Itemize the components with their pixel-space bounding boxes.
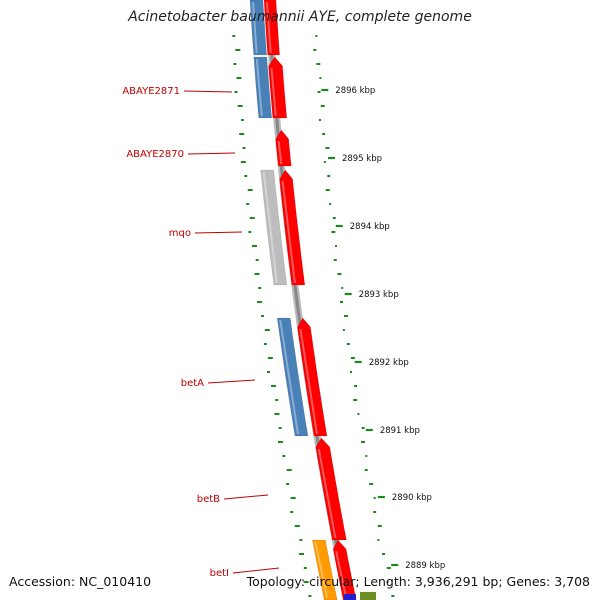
genome-summary-text: Topology: circular; Length: 3,936,291 bp… — [246, 574, 590, 589]
gene-label-pointer — [207, 379, 256, 384]
kbp-axis: 2896 kbp 2895 kbp 2894 kbp 2893 kbp 2892 kbp… — [321, 86, 445, 571]
gene-arrow-red — [268, 56, 288, 119]
gene-highlight — [281, 180, 296, 284]
gene-block-blue — [253, 56, 273, 119]
gene-track — [249, 0, 376, 600]
gene-label-betb: betB — [197, 494, 220, 505]
kbp-label: 2892 kbp — [369, 358, 409, 368]
gene-label-beta: betA — [181, 378, 204, 389]
gene-highlight — [266, 1, 272, 54]
gene-label-beti: betI — [210, 568, 229, 579]
gene-highlight — [262, 171, 278, 284]
gene-highlight — [279, 319, 299, 435]
gene-arrow-red — [275, 129, 292, 167]
kbp-label: 2894 kbp — [350, 222, 390, 232]
gene-label-pointer — [187, 152, 236, 155]
kbp-label: 2889 kbp — [405, 561, 445, 571]
gene-highlight — [299, 328, 318, 435]
gene-label-pointer — [183, 90, 233, 93]
gene-block-orange — [312, 539, 338, 600]
gene-label-abaye2871: ABAYE2871 — [122, 86, 180, 97]
gene-label-pointer — [223, 494, 269, 500]
kbp-label: 2895 kbp — [342, 154, 382, 164]
gene-label-pointer — [232, 567, 280, 574]
gene-arrow-red — [297, 317, 328, 437]
kbp-label: 2893 kbp — [359, 290, 399, 300]
gene-arrow-red — [279, 169, 306, 286]
gene-block-olive — [360, 592, 376, 600]
gene-block-grey — [260, 169, 288, 286]
gene-arrow-red — [315, 437, 347, 541]
accession-text: Accession: NC_010410 — [9, 574, 152, 589]
gene-highlight — [270, 67, 277, 117]
kbp-label: 2890 kbp — [392, 493, 432, 503]
gene-block-blue — [249, 0, 268, 56]
gene-block-blue — [276, 317, 309, 437]
gene-labels: ABAYE2871 ABAYE2870 mqo betA betB betI — [122, 86, 280, 579]
map-title: Acinetobacter baumannii AYE, complete ge… — [128, 9, 472, 25]
gene-highlight — [277, 140, 283, 165]
gene-label-pointer — [194, 231, 243, 234]
gene-highlight — [335, 550, 348, 599]
gene-label-mqo: mqo — [169, 228, 191, 239]
gene-arrow-red — [263, 0, 281, 56]
gene-highlight — [255, 58, 263, 117]
gene-highlight — [317, 448, 337, 539]
gene-highlight — [314, 541, 329, 599]
gene-block-blue-dark — [344, 594, 356, 600]
kbp-label: 2891 kbp — [380, 426, 420, 436]
gene-label-abaye2870: ABAYE2870 — [126, 149, 184, 160]
gene-highlight — [252, 1, 258, 54]
kbp-label: 2896 kbp — [335, 86, 375, 96]
gc-content-track — [232, 35, 395, 597]
